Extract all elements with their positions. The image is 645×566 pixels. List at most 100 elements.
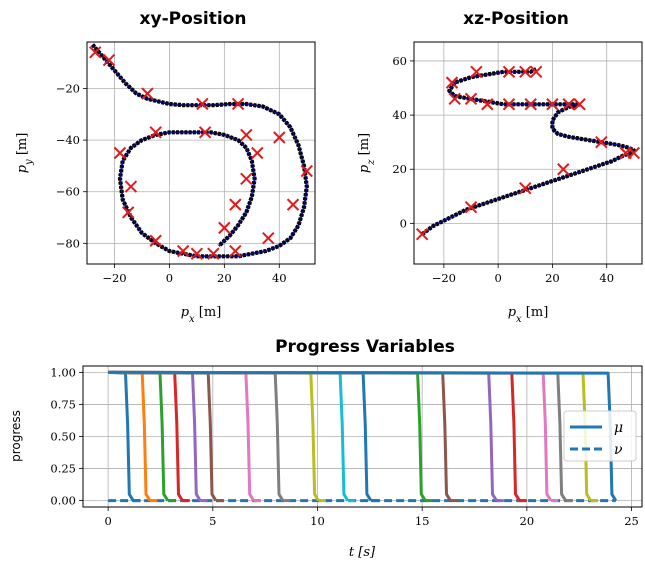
xy-grid xyxy=(87,42,315,264)
waypoint-stroke xyxy=(415,228,429,241)
y-tick-label: 0.75 xyxy=(50,397,76,411)
xz-panel: xz-Position −20 0 20 40 0 20 40 60 px [m] pz [m… xyxy=(357,9,643,325)
x-tick-label: 20 xyxy=(545,271,560,285)
waypoint-stroke xyxy=(286,198,300,211)
waypoint-marker xyxy=(286,198,300,211)
waypoint-marker xyxy=(519,65,532,78)
waypoint-marker xyxy=(198,126,212,139)
legend-mu-label: μ xyxy=(614,420,623,436)
waypoint-stroke xyxy=(198,126,212,139)
waypoint-stroke xyxy=(89,46,102,59)
waypoint-stroke xyxy=(240,128,253,142)
xz-xlabel: px [m] xyxy=(508,305,549,325)
velocity-arrows xyxy=(420,67,637,236)
waypoint-marker xyxy=(273,131,286,144)
waypoint-stroke xyxy=(595,135,608,149)
waypoint-stroke xyxy=(149,126,162,139)
waypoint-marker xyxy=(595,135,608,149)
waypoint-stroke xyxy=(124,180,138,193)
waypoint-stroke xyxy=(573,98,586,111)
x-tick-label: 15 xyxy=(415,514,430,528)
waypoint-marker xyxy=(415,228,429,241)
waypoint-marker xyxy=(102,53,116,67)
waypoint-stroke xyxy=(519,65,532,78)
waypoint-marker xyxy=(502,98,516,111)
waypoint-marker xyxy=(546,98,559,111)
waypoint-marker xyxy=(627,146,641,160)
progress-panel: Progress Variables 0 5 10 15 20 25 0.00 0.25 0.5… xyxy=(9,337,643,560)
waypoint-stroke xyxy=(149,234,162,247)
waypoint-marker xyxy=(240,172,253,186)
y-tick-label: 0.25 xyxy=(50,462,76,476)
waypoint-stroke xyxy=(141,87,154,100)
waypoint-marker xyxy=(231,97,245,111)
xy-panel: xy-Position −20 0 20 40−20−40−60−80 px [m] … xyxy=(15,9,316,325)
waypoint-stroke xyxy=(229,198,242,211)
trajectory-line xyxy=(91,43,308,258)
x-tick-label: 40 xyxy=(272,271,287,285)
xy-markers xyxy=(89,46,313,260)
waypoint-marker xyxy=(176,244,190,258)
waypoint-marker xyxy=(229,198,242,211)
y-tick-label: −40 xyxy=(56,133,80,147)
waypoint-marker xyxy=(196,97,209,111)
xy-xlabel: px [m] xyxy=(181,305,222,325)
waypoint-marker xyxy=(562,98,575,111)
waypoint-stroke xyxy=(102,53,116,67)
xz-grid xyxy=(414,42,642,264)
waypoint-marker xyxy=(149,234,162,247)
waypoint-stroke xyxy=(121,206,135,219)
y-tick-label: −80 xyxy=(56,236,80,250)
waypoint-stroke xyxy=(176,244,190,258)
waypoint-marker xyxy=(190,247,204,260)
waypoint-marker xyxy=(481,98,494,111)
x-tick-label: −20 xyxy=(432,271,456,285)
waypoint-marker xyxy=(448,92,461,106)
y-tick-label: 60 xyxy=(392,54,407,68)
waypoint-stroke xyxy=(519,181,532,195)
waypoint-stroke xyxy=(557,163,570,176)
waypoint-marker xyxy=(124,180,138,193)
waypoint-stroke xyxy=(481,98,494,111)
waypoint-stroke xyxy=(300,164,313,178)
waypoint-marker xyxy=(149,126,162,139)
waypoint-stroke xyxy=(207,247,220,260)
progress-ylabel: progress xyxy=(9,410,23,462)
xy-title: xy-Position xyxy=(140,9,247,29)
waypoint-marker xyxy=(113,146,127,160)
legend-nu-label: ν xyxy=(614,442,623,458)
waypoint-stroke xyxy=(524,98,537,111)
waypoint-marker xyxy=(218,221,231,235)
x-tick-label: 20 xyxy=(520,514,535,528)
waypoint-stroke xyxy=(251,146,264,160)
x-tick-label: 0 xyxy=(494,271,501,285)
xy-ylabel: py [m] xyxy=(15,133,35,174)
waypoint-marker xyxy=(470,65,483,78)
x-tick-label: −20 xyxy=(102,271,126,285)
xz-title: xz-Position xyxy=(463,9,569,29)
y-tick-label: 0.50 xyxy=(50,430,76,444)
xz-ylabel: pz [m] xyxy=(357,133,377,173)
waypoint-marker xyxy=(557,163,570,176)
waypoint-stroke xyxy=(562,98,575,111)
xz-frame xyxy=(413,41,643,265)
xz-path xyxy=(420,67,637,236)
waypoint-marker xyxy=(121,206,135,219)
progress-xlabel: t [s] xyxy=(349,545,376,560)
waypoint-stroke xyxy=(464,200,478,214)
waypoint-marker xyxy=(141,87,154,100)
waypoint-marker xyxy=(445,76,459,89)
waypoint-stroke xyxy=(502,65,516,78)
waypoint-marker xyxy=(464,200,478,214)
y-tick-label: 0.00 xyxy=(50,494,76,508)
waypoint-stroke xyxy=(196,97,209,111)
waypoint-marker xyxy=(251,146,264,160)
xz-markers xyxy=(415,65,641,241)
waypoint-marker xyxy=(89,46,102,59)
waypoint-marker xyxy=(207,247,220,260)
waypoint-stroke xyxy=(464,92,478,106)
progress-ticks: 0 5 10 15 20 25 0.00 0.25 0.50 0.75 1.00 xyxy=(50,365,638,528)
x-tick-label: 20 xyxy=(217,271,232,285)
y-tick-label: 1.00 xyxy=(50,365,76,379)
